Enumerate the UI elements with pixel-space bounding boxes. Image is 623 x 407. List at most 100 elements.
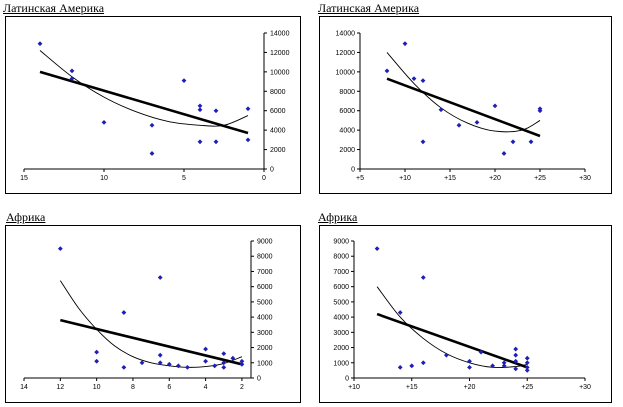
- x-tick-label: +20: [464, 384, 476, 391]
- y-tick-label: 0: [257, 376, 261, 383]
- data-point: [474, 119, 480, 125]
- chart-panel-latam-2: +5 +10 +15 +20 +25 +30 0 2000 4000 6000 8000 10000 1…: [319, 16, 612, 194]
- x-tick-label: 4: [204, 384, 208, 391]
- data-point: [149, 151, 155, 156]
- data-point: [203, 346, 208, 352]
- x-tick-label: +20: [489, 175, 501, 182]
- data-point: [513, 352, 519, 358]
- data-point: [245, 137, 251, 143]
- linear-trend-line: [39, 70, 249, 135]
- y-tick-label: 14000: [336, 31, 356, 38]
- data-point: [420, 275, 426, 280]
- panel-title-latam-2: Латинская Америка: [318, 1, 420, 15]
- data-point: [513, 366, 519, 372]
- data-point: [221, 360, 227, 366]
- data-point: [212, 363, 218, 369]
- data-point: [221, 364, 227, 370]
- data-point: [513, 346, 519, 352]
- data-point: [492, 103, 498, 109]
- x-tick-label: +30: [579, 175, 591, 182]
- linear-trend-line: [376, 312, 528, 369]
- y-tick-label: 9000: [333, 239, 349, 246]
- data-point: [510, 139, 516, 145]
- x-tick-label: +15: [406, 384, 418, 391]
- data-point: [57, 246, 63, 252]
- data-point: [420, 139, 426, 145]
- x-tick-label: 5: [182, 175, 186, 182]
- y-tick-label: 6000: [333, 284, 349, 291]
- data-point: [149, 122, 155, 128]
- x-tick-label: +25: [534, 175, 546, 182]
- x-tick-label: +30: [579, 384, 591, 391]
- data-point: [524, 355, 530, 361]
- data-point: [524, 364, 530, 370]
- data-point: [181, 78, 187, 83]
- x-tick-label: +25: [521, 384, 533, 391]
- chart-africa-2: +10 +15 +20 +25 +30 0 1000 2000 3000 4000 5000 6000…: [333, 239, 591, 392]
- data-point: [239, 361, 245, 367]
- data-point: [69, 68, 75, 74]
- y-tick-label: 6000: [270, 108, 286, 115]
- data-point: [166, 361, 172, 367]
- polynomial-trend-curve: [386, 52, 541, 133]
- y-tick-label: 10000: [270, 69, 290, 76]
- y-tick-label: 0: [351, 167, 355, 174]
- y-tick-label: 2000: [257, 345, 273, 352]
- chart-panel-africa-1: 14 12 10 8 6 4 2 0 1000 2000 3000 4000 5000 6000 7000 8…: [5, 225, 301, 403]
- x-tick-label: 8: [131, 384, 135, 391]
- x-tick-label: +15: [444, 175, 456, 182]
- y-tick-label: 0: [345, 376, 349, 383]
- data-point: [420, 78, 426, 83]
- x-tick-label: 14: [20, 384, 28, 391]
- polynomial-trend-curve: [39, 50, 249, 127]
- x-tick-label: 10: [100, 175, 108, 182]
- data-point: [444, 352, 449, 358]
- chart-panel-latam-1: 15 10 5 0 0 2000 4000 6000 8000 10000 12000 14000: [5, 16, 301, 194]
- data-point: [213, 139, 219, 145]
- y-tick-label: 6000: [257, 284, 273, 291]
- data-point: [185, 364, 190, 370]
- y-tick-label: 14000: [270, 31, 290, 38]
- y-tick-label: 8000: [257, 254, 273, 261]
- y-tick-label: 4000: [257, 315, 273, 322]
- y-tick-label: 8000: [270, 89, 286, 96]
- y-tick-label: 9000: [257, 239, 273, 246]
- y-tick-label: 4000: [339, 128, 355, 135]
- data-point: [197, 139, 203, 145]
- y-tick-label: 4000: [270, 128, 286, 135]
- chart-latam-2: +5 +10 +15 +20 +25 +30 0 2000 4000 6000 8000 10000 1…: [336, 31, 592, 183]
- panel-title-latam-1: Латинская Америка: [3, 1, 105, 15]
- data-point: [37, 41, 43, 47]
- data-point: [121, 364, 127, 370]
- data-point: [411, 76, 417, 82]
- y-tick-label: 8000: [339, 89, 355, 96]
- data-point: [513, 358, 519, 364]
- data-point: [420, 360, 426, 366]
- y-tick-label: 1000: [333, 360, 349, 367]
- x-tick-label: +10: [348, 384, 360, 391]
- data-point: [197, 107, 203, 113]
- y-tick-label: 3000: [257, 330, 273, 337]
- data-point: [94, 358, 100, 364]
- data-point: [69, 76, 75, 82]
- y-tick-label: 2000: [270, 147, 286, 154]
- polynomial-trend-curve: [376, 286, 528, 369]
- panel-title-africa-2: Африка: [318, 210, 358, 224]
- data-point: [438, 107, 444, 113]
- linear-trend-line: [386, 77, 541, 138]
- y-tick-label: 5000: [257, 299, 273, 306]
- x-tick-label: 0: [262, 175, 266, 182]
- data-point: [245, 106, 251, 112]
- data-point: [221, 351, 227, 357]
- data-point: [157, 275, 163, 280]
- y-tick-label: 3000: [333, 330, 349, 337]
- data-point: [213, 108, 219, 114]
- x-tick-label: 2: [240, 384, 244, 391]
- data-point: [501, 360, 507, 366]
- data-point: [157, 352, 163, 358]
- data-point: [197, 103, 203, 109]
- data-point: [528, 139, 534, 145]
- data-point: [121, 310, 127, 315]
- data-point: [456, 122, 462, 128]
- data-point: [175, 363, 181, 369]
